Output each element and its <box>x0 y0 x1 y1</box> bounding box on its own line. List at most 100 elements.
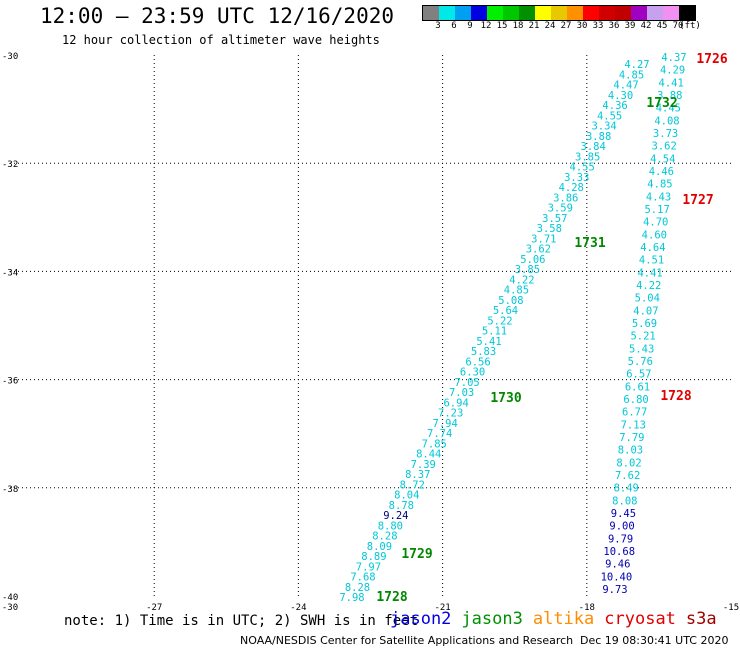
track-value: 8.09 <box>367 541 392 553</box>
colorbar-swatch <box>439 6 455 20</box>
colorbar-swatch <box>599 6 615 20</box>
track-value: 7.23 <box>438 408 463 420</box>
pass-label-1727: 1727 <box>682 193 713 208</box>
track-value: 9.79 <box>608 533 633 545</box>
y-tick-label: -32 <box>2 160 18 170</box>
pass-label-1726: 1726 <box>696 52 727 67</box>
track-value: 4.41 <box>659 77 684 89</box>
track-value: 8.04 <box>394 490 419 502</box>
track-value: 4.60 <box>642 229 667 241</box>
pass-label-1732: 1732 <box>646 96 677 111</box>
track-value: 8.80 <box>378 520 403 532</box>
y-tick-label: -30 <box>2 52 18 62</box>
colorbar-label: 18 <box>512 21 524 31</box>
x-tick-label: -24 <box>290 603 306 613</box>
track-value: 5.11 <box>482 326 507 338</box>
track-value: 6.77 <box>622 407 647 419</box>
pass-label-1730: 1730 <box>490 391 521 406</box>
footer: NOAA/NESDIS Center for Satellite Applica… <box>240 634 728 647</box>
track-value: 4.85 <box>647 179 672 191</box>
track-value: 3.59 <box>548 203 573 215</box>
track-value: 3.71 <box>531 233 556 245</box>
track-value: 8.08 <box>612 495 637 507</box>
colorbar-swatch <box>631 6 647 20</box>
legend-s3a: s3a <box>685 609 717 629</box>
track-value: 5.76 <box>628 356 653 368</box>
track-value: 5.04 <box>635 293 660 305</box>
track-value: 8.78 <box>389 500 414 512</box>
track-value: 7.74 <box>427 428 452 440</box>
colorbar-swatch <box>471 6 487 20</box>
track-value: 8.44 <box>416 449 441 461</box>
track-value: 10.68 <box>603 546 635 558</box>
colorbar-label: 36 <box>608 21 620 31</box>
track-value: 6.94 <box>443 397 468 409</box>
track-value: 3.62 <box>526 244 551 256</box>
colorbar-swatch <box>583 6 599 20</box>
track-value: 8.49 <box>614 483 639 495</box>
track-value: 6.61 <box>625 381 650 393</box>
colorbar-swatch <box>679 6 695 20</box>
track-value: 5.21 <box>630 331 655 343</box>
track-value: 7.98 <box>339 592 364 604</box>
track-value: 5.06 <box>520 254 545 266</box>
track-value: 3.73 <box>653 128 678 140</box>
track-value: 4.37 <box>661 52 686 64</box>
track-value: 4.28 <box>559 182 584 194</box>
track-value: 9.45 <box>611 508 636 520</box>
colorbar-label: 9 <box>467 21 473 31</box>
colorbar-label: 3 <box>435 21 441 31</box>
track-value: 4.27 <box>624 59 649 71</box>
colorbar-label: (ft) <box>679 21 701 31</box>
y-tick-label: -36 <box>2 377 18 387</box>
track-value: 9.73 <box>602 584 627 596</box>
track-value: 4.29 <box>660 65 685 77</box>
track-value: 4.22 <box>636 280 661 292</box>
track-value: 7.68 <box>350 572 375 584</box>
footer-credit: NOAA/NESDIS Center for Satellite Applica… <box>240 634 574 647</box>
track-value: 5.17 <box>644 204 669 216</box>
track-value: 7.85 <box>422 438 447 450</box>
track-value: 4.85 <box>504 285 529 297</box>
track-value: 3.84 <box>581 141 606 153</box>
track-value: 7.97 <box>356 561 381 573</box>
footer-timestamp: Dec 19 08:30:41 UTC 2020 <box>580 634 729 647</box>
colorbar <box>422 5 696 21</box>
y-tick-label: -34 <box>2 268 18 278</box>
track-value: 4.55 <box>570 162 595 174</box>
track-value: 4.43 <box>646 191 671 203</box>
legend-cryosat: cryosat <box>604 609 676 629</box>
y-tick-label: -38 <box>2 485 18 495</box>
track-value: 6.80 <box>623 394 648 406</box>
colorbar-swatch <box>487 6 503 20</box>
mission-legend: jason2 jason3 altika cryosat s3a <box>390 609 727 629</box>
colorbar-label: 33 <box>592 21 604 31</box>
track-value: 7.13 <box>621 419 646 431</box>
track-value: 4.55 <box>597 110 622 122</box>
colorbar-swatch <box>615 6 631 20</box>
colorbar-swatch <box>423 6 439 20</box>
track-value: 4.47 <box>613 80 638 92</box>
y-tick-label: -40 <box>2 593 18 603</box>
track-value: 5.69 <box>632 318 657 330</box>
x-tick-label: -18 <box>579 603 595 613</box>
track-value: 4.30 <box>608 90 633 102</box>
colorbar-label: 27 <box>560 21 572 31</box>
colorbar-swatch <box>551 6 567 20</box>
track-value: 5.41 <box>476 336 501 348</box>
colorbar-swatch <box>663 6 679 20</box>
track-value: 5.08 <box>498 295 523 307</box>
track-value: 8.03 <box>618 445 643 457</box>
track-value: 4.08 <box>654 115 679 127</box>
x-tick-label: -30 <box>2 603 18 613</box>
colorbar-label: 21 <box>528 21 540 31</box>
track-value: 9.24 <box>383 510 408 522</box>
track-value: 4.64 <box>640 242 665 254</box>
track-value: 8.28 <box>345 582 370 594</box>
x-tick-label: -21 <box>434 603 450 613</box>
colorbar-label: 70 <box>672 21 684 31</box>
colorbar-label: 30 <box>576 21 588 31</box>
colorbar-label: 6 <box>451 21 457 31</box>
track-value: 3.58 <box>537 223 562 235</box>
